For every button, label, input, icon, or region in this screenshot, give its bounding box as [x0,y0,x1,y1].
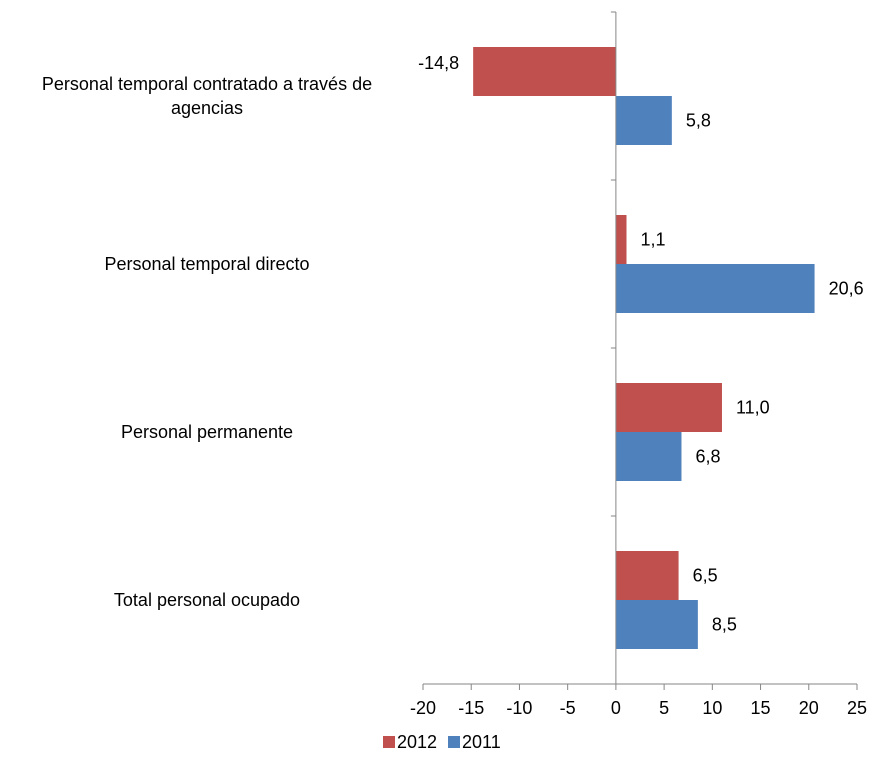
bar-2012-2 [615,383,722,432]
data-label: 1,1 [640,230,665,250]
x-tick-label: 10 [702,698,722,718]
category-label: Personal temporal contratado a través de… [42,74,372,118]
x-tick-label: -10 [506,698,532,718]
bar-2011-2 [615,432,682,481]
data-label: -14,8 [418,53,459,73]
category-label: Total personal ocupado [114,590,300,610]
bars-layer [473,47,815,649]
data-label: 11,0 [736,398,770,418]
x-tick-label: 20 [799,698,819,718]
bar-2011-1 [615,264,815,313]
data-label: 20,6 [829,279,864,299]
x-tick-label: -5 [560,698,576,718]
bar-2012-3 [615,551,679,600]
data-label: 8,5 [712,615,737,635]
bar-2012-1 [615,215,627,264]
x-tick-label: 25 [847,698,867,718]
labels-layer: -14,8 5,8 Personal temporal contratado a t… [42,53,867,718]
legend-label-2012: 2012 [397,732,437,752]
x-tick-label: 5 [659,698,669,718]
x-tick-label: 0 [611,698,621,718]
data-label: 6,8 [695,447,720,467]
bar-2012-0 [473,47,616,96]
category-label: Personal permanente [121,422,293,442]
legend-label-2011: 2011 [462,732,501,752]
legend: 2012 2011 [383,732,501,752]
category-label: Personal temporal directo [104,254,309,274]
axes-layer [422,11,858,690]
x-tick-label: -15 [458,698,484,718]
bar-2011-3 [615,600,698,649]
data-label: 6,5 [693,566,718,586]
legend-swatch-2012 [383,736,395,748]
x-tick-label: 15 [751,698,771,718]
legend-swatch-2011 [448,736,460,748]
bar-2011-0 [615,96,672,145]
x-tick-label: -20 [410,698,436,718]
data-label: 5,8 [686,111,711,131]
